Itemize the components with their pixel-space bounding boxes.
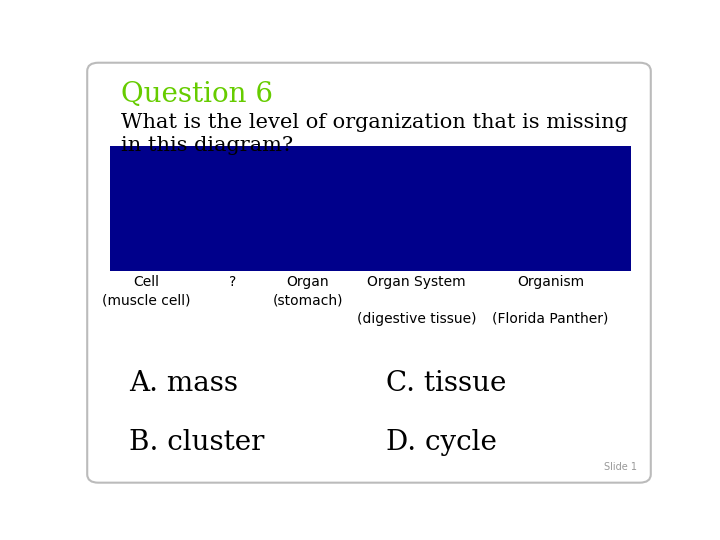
Text: ?: ? <box>229 275 236 289</box>
Text: Organ System

(digestive tissue): Organ System (digestive tissue) <box>356 275 476 326</box>
Text: A. mass: A. mass <box>129 370 238 397</box>
Text: Organ
(stomach): Organ (stomach) <box>272 275 343 307</box>
Text: Cell
(muscle cell): Cell (muscle cell) <box>102 275 190 307</box>
Text: Slide 1: Slide 1 <box>604 462 637 472</box>
Text: Organism

(Florida Panther): Organism (Florida Panther) <box>492 275 608 326</box>
Text: C. tissue: C. tissue <box>386 370 506 397</box>
Text: B. cluster: B. cluster <box>129 429 264 456</box>
FancyBboxPatch shape <box>87 63 651 483</box>
Text: What is the level of organization that is missing
in this diagram?: What is the level of organization that i… <box>121 113 628 155</box>
FancyBboxPatch shape <box>109 146 631 271</box>
Text: D. cycle: D. cycle <box>386 429 497 456</box>
Text: Question 6: Question 6 <box>121 82 273 109</box>
